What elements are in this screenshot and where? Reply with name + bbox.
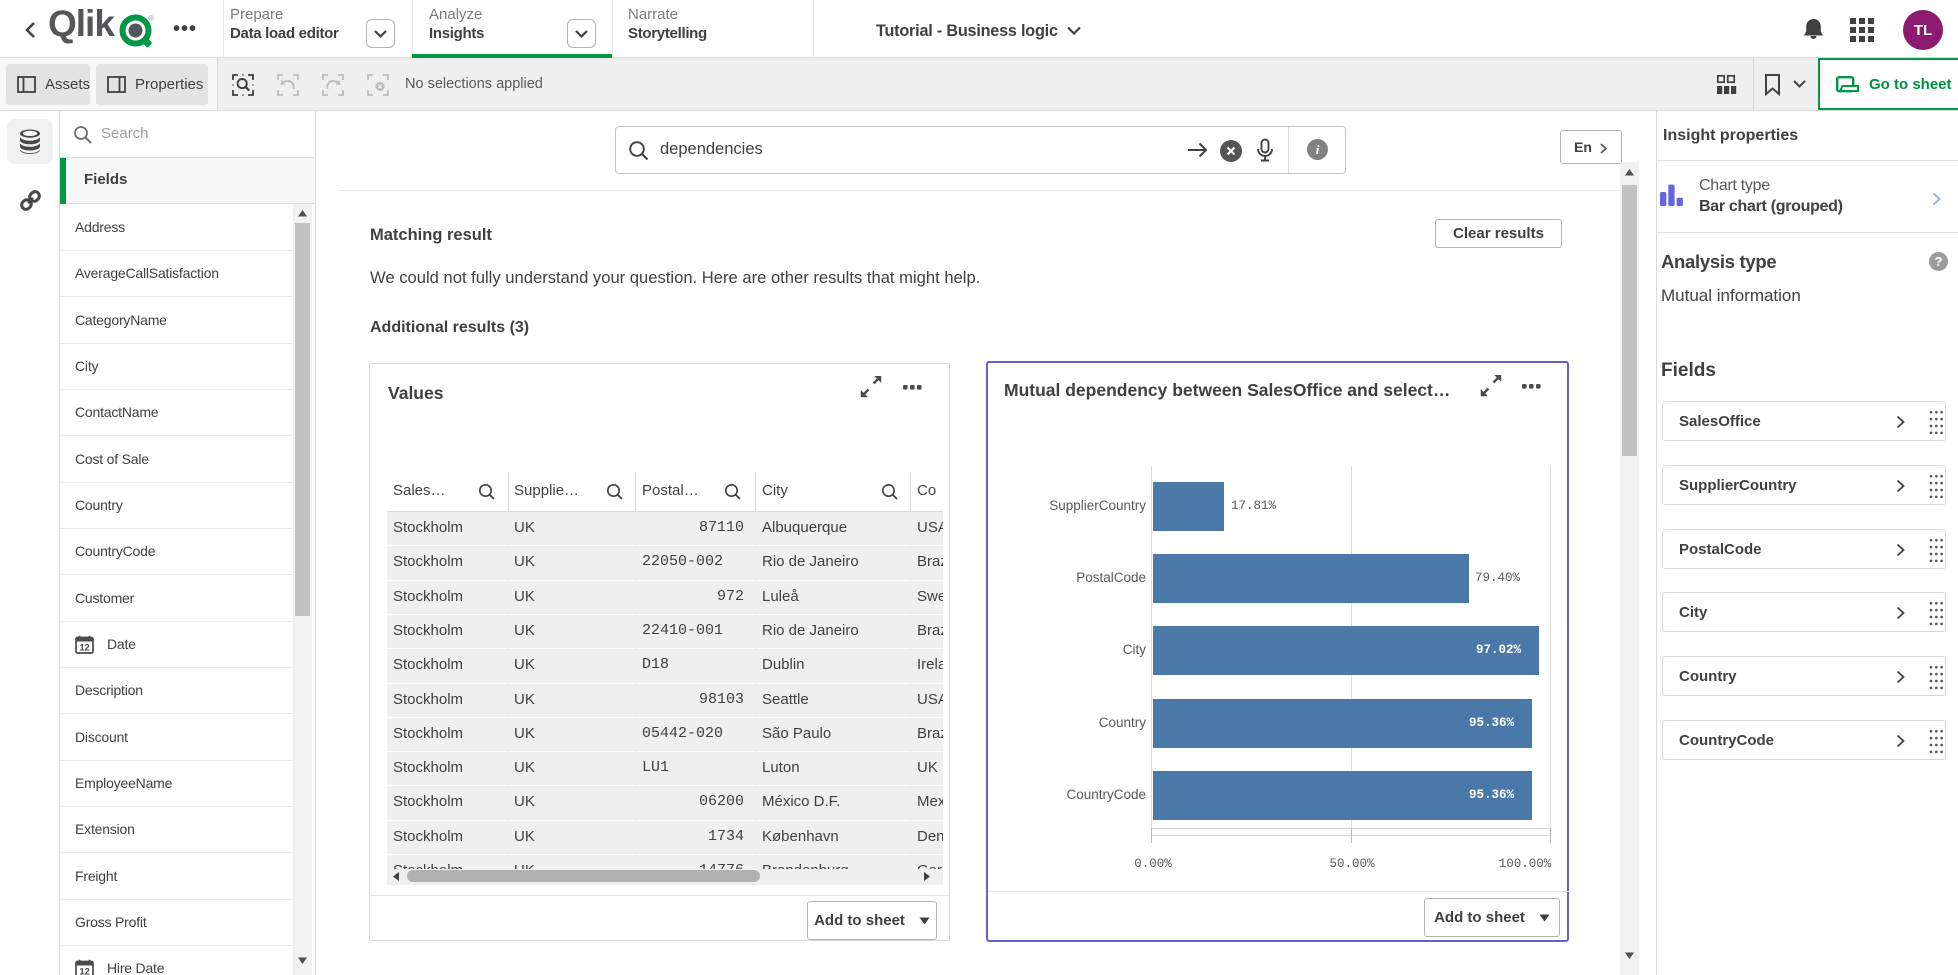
svg-text:12: 12 bbox=[79, 966, 89, 975]
svg-text:12: 12 bbox=[79, 642, 89, 653]
svg-text:R: R bbox=[149, 16, 153, 21]
